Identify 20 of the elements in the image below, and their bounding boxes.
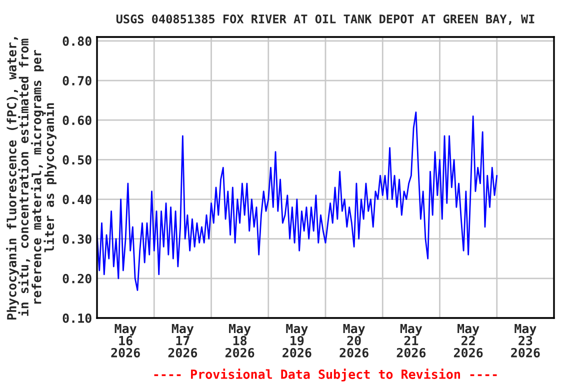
x-tick-label: May 22 2026	[454, 324, 483, 358]
line-series	[97, 112, 498, 291]
y-tick-label: 0.60	[62, 116, 92, 126]
y-tick-label: 0.70	[62, 76, 92, 86]
y-tick-label: 0.10	[62, 313, 92, 323]
y-tick-label: 0.20	[62, 274, 92, 284]
x-tick-label: May 19 2026	[282, 324, 312, 358]
x-tick-label: May 20 2026	[340, 324, 368, 358]
x-tick-label: May 21 2026	[396, 324, 426, 358]
x-tick-label: May 18 2026	[225, 324, 254, 358]
x-tick-label: May 16 2026	[111, 324, 140, 358]
y-tick-label: 0.30	[62, 234, 92, 244]
x-tick-label: May 23 2026	[511, 324, 540, 358]
y-tick-label: 0.50	[62, 155, 92, 165]
y-tick-label: 0.80	[62, 36, 92, 46]
text: ---- Provisional Data Subject to Revision ----	[154, 368, 497, 382]
chart-title: USGS 040851385 FOX RIVER AT OIL TANK DEPOT AT GREEN BAY, WI	[116, 14, 534, 25]
y-axis-title: Phycocyanin fluorescence (fPC), water, in situ, concentration estimated from reference material, micrograms per liter as phycocyanin	[6, 37, 56, 320]
y-tick-label: 0.40	[62, 194, 92, 204]
x-tick-label: May 17 2026	[168, 324, 198, 358]
